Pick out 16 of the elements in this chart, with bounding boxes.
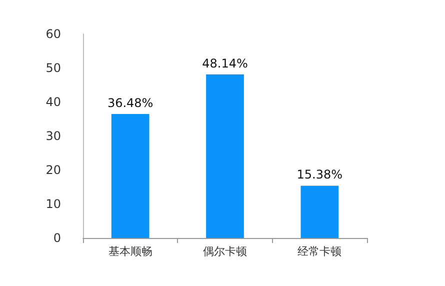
x-tick-label: 基本顺畅 [108,245,152,258]
bar [111,114,150,238]
y-tick-label: 20 [46,163,61,177]
data-label: 36.48% [107,96,154,110]
y-tick-label: 60 [46,27,61,41]
y-tick-label: 10 [46,197,61,211]
y-tick-label: 40 [46,95,61,109]
data-label: 48.14% [202,56,248,70]
y-tick-label: 0 [53,231,61,245]
x-tick-label: 经常卡顿 [298,245,342,258]
bar [300,186,339,238]
bar [206,74,244,238]
x-tick-label: 偶尔卡顿 [203,245,247,258]
y-tick-label: 50 [46,61,61,75]
data-label: 15.38% [296,168,343,182]
y-tick-label: 30 [46,129,61,143]
